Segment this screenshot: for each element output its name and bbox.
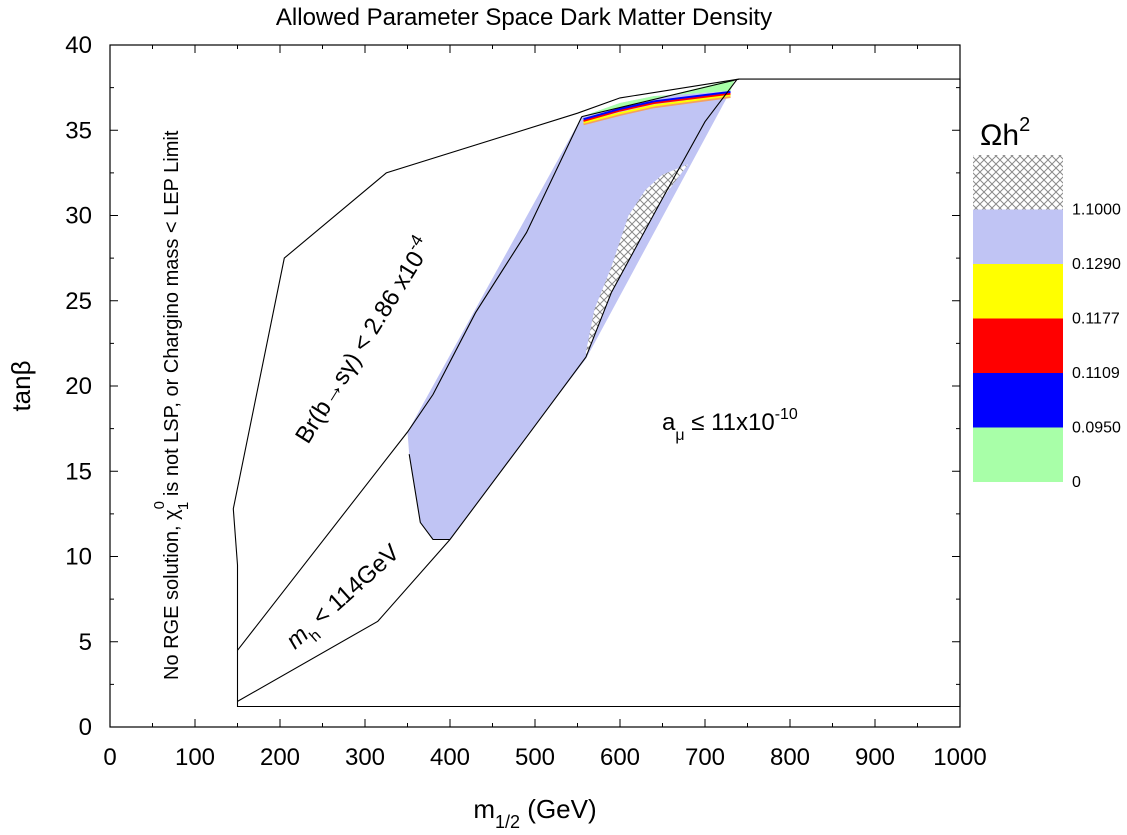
y-tick-label: 30: [65, 203, 92, 230]
relic-band-orange: [583, 96, 731, 126]
relic-band-blue: [583, 90, 731, 121]
legend: Ωh2 1.1000 0.1290 0.1177 0.1109 0.0950 0: [973, 114, 1121, 491]
y-tick-label: 40: [65, 32, 92, 59]
y-tick-label: 15: [65, 458, 92, 485]
x-tick-label: 300: [345, 744, 385, 771]
plot-regions: [232, 78, 961, 708]
annotation-bsg: Br(b→sγ) < 2.86 x10-4: [286, 231, 438, 448]
annotation-no-rge: No RGE solution, χ0 1 is not LSP, or Char…: [151, 130, 192, 680]
x-axis-title: m1/2 (GeV): [473, 794, 596, 832]
hatched-region: [586, 164, 688, 357]
legend-swatch: [973, 209, 1063, 264]
mh-boundary: [237, 78, 738, 702]
relic-band-red: [583, 92, 731, 122]
y-tick-label: 25: [65, 288, 92, 315]
legend-swatch: [973, 264, 1063, 319]
x-tick-label: 200: [260, 744, 300, 771]
legend-swatch: [973, 373, 1063, 428]
legend-label: 0.1290: [1072, 256, 1121, 273]
y-tick-label: 0: [79, 714, 92, 741]
legend-label: 0.1177: [1072, 311, 1120, 328]
legend-label: 0: [1072, 474, 1081, 491]
y-axis: 0 5 10 15 20 25 30 35 40: [65, 32, 960, 741]
legend-swatch: [973, 318, 1063, 373]
y-tick-label: 20: [65, 373, 92, 400]
legend-title: Ωh2: [980, 114, 1030, 152]
legend-label: 0.1109: [1072, 365, 1120, 382]
bsg-boundary: [237, 116, 583, 651]
relic-density-region: [407, 91, 731, 540]
x-tick-label: 400: [430, 744, 470, 771]
x-tick-label: 600: [600, 744, 640, 771]
x-tick-label: 700: [685, 744, 725, 771]
relic-band-yellow: [583, 94, 731, 124]
y-tick-label: 35: [65, 117, 92, 144]
x-tick-label: 500: [515, 744, 555, 771]
x-tick-label: 900: [855, 744, 895, 771]
top-band-edge: [581, 78, 740, 118]
legend-label: 1.1000: [1072, 202, 1121, 219]
relic-lower-edge: [408, 454, 450, 541]
legend-swatch: [973, 155, 1063, 210]
x-tick-label: 800: [770, 744, 810, 771]
chart-title: Allowed Parameter Space Dark Matter Dens…: [276, 4, 772, 31]
x-tick-label: 0: [103, 744, 116, 771]
x-tick-label: 1000: [933, 744, 986, 771]
legend-label: 0.0950: [1072, 420, 1121, 437]
legend-entries: 1.1000 0.1290 0.1177 0.1109 0.0950 0: [973, 155, 1121, 491]
x-axis: 0 100 200 300 400 500 600 700 800 900 1000: [103, 45, 987, 771]
y-axis-title: tanβ: [6, 360, 36, 411]
x-tick-label: 100: [175, 744, 215, 771]
legend-swatch: [973, 427, 1063, 482]
y-tick-label: 5: [79, 629, 92, 656]
annotation-amu: aμ ≤ 11x10-10: [662, 406, 798, 444]
y-tick-label: 10: [65, 544, 92, 571]
annotation-mh: mh < 114GeV: [281, 539, 409, 659]
